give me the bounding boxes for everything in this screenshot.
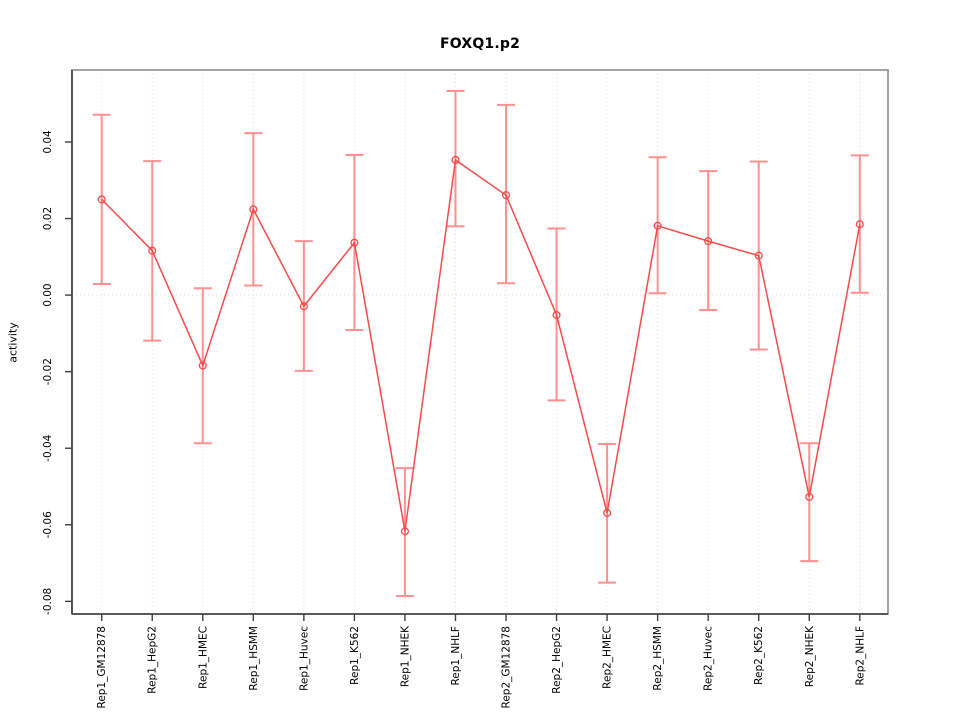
x-tick-label: Rep1_K562 [349, 626, 361, 685]
x-tick-label: Rep1_NHLF [450, 626, 462, 686]
y-tick-label: 0.04 [42, 130, 54, 154]
x-tick-label: Rep1_HMEC [197, 626, 209, 689]
data-point [148, 246, 157, 255]
x-tick-label: Rep2_NHEK [804, 625, 816, 687]
x-tick-label: Rep1_GM12878 [96, 626, 108, 708]
x-tick-label: Rep2_HepG2 [551, 626, 563, 694]
data-point [501, 191, 511, 200]
data-point [198, 361, 207, 370]
data-point [653, 221, 662, 230]
data-point [855, 220, 864, 229]
y-tick-label: -0.06 [42, 511, 54, 538]
y-tick-label: 0.02 [42, 207, 54, 230]
y-tick-label: -0.02 [42, 358, 54, 385]
x-tick-label: Rep2_Huvec [703, 626, 715, 691]
y-tick-label: -0.08 [42, 588, 54, 615]
data-line [101, 158, 861, 532]
chart-title: FOXQ1.p2 [439, 36, 521, 52]
x-tick-label: Rep2_NHLF [854, 626, 866, 686]
x-tick-label: Rep1_HSMM [248, 626, 260, 691]
x-tick-label: Rep1_HepG2 [147, 626, 159, 694]
data-point [451, 155, 460, 165]
y-tick-label: 0.00 [42, 283, 54, 306]
x-tick-label: Rep2_HSMM [652, 626, 664, 691]
data-point [805, 492, 814, 501]
data-point [350, 238, 359, 247]
data-point [299, 302, 308, 311]
plot-border [71, 69, 889, 615]
x-tick-label: Rep1_Huvec [298, 626, 310, 691]
data-point [603, 508, 612, 517]
x-tick-label: Rep2_GM12878 [501, 626, 513, 708]
data-point [400, 527, 409, 536]
x-tick-label: Rep2_K562 [753, 626, 765, 685]
x-tick-label: Rep1_NHEK [399, 625, 411, 687]
data-point [754, 251, 763, 260]
data-point [704, 237, 713, 246]
data-point [552, 310, 561, 320]
y-tick-label: -0.04 [42, 434, 54, 461]
x-tick-label: Rep2_HMEC [602, 626, 614, 689]
data-point [249, 205, 258, 214]
data-point [97, 195, 106, 204]
